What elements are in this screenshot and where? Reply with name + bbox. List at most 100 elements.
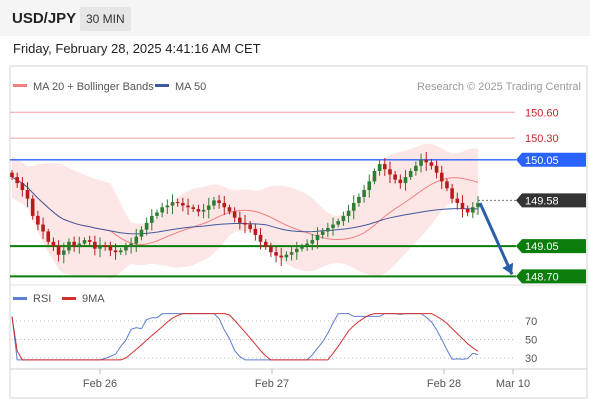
candle-body xyxy=(289,252,294,255)
candle-body xyxy=(67,241,71,251)
candle-body xyxy=(351,202,356,211)
candle-body xyxy=(118,250,123,253)
price-levels: 150.60 150.30 150.05 149.58 149.05 148.70 xyxy=(10,107,586,284)
candle-body xyxy=(46,231,51,242)
ma50-legend-label: MA 50 xyxy=(175,81,206,93)
ma20-legend-label: MA 20 + Bollinger Bands xyxy=(33,81,154,93)
timeframe-badge[interactable]: 30 MIN xyxy=(80,7,131,31)
x-axis-label-1: Feb 27 xyxy=(255,378,289,390)
candle-body xyxy=(269,247,273,253)
candle-body xyxy=(300,246,304,249)
candle-body xyxy=(476,202,480,208)
candle-body xyxy=(279,255,284,258)
ma50-legend-swatch xyxy=(155,84,169,87)
candle-body xyxy=(41,224,45,232)
candle-body xyxy=(414,165,418,171)
candle-body xyxy=(445,181,449,189)
x-axis-label-3: Mar 10 xyxy=(496,378,530,390)
forecast-arrow-head xyxy=(502,262,514,275)
candle-body xyxy=(201,209,206,212)
level-label-150-60: 150.60 xyxy=(525,107,559,119)
candle-body xyxy=(51,241,56,247)
level-label-150-05: 150.05 xyxy=(525,155,559,167)
candle-body xyxy=(30,198,35,216)
level-label-148-70: 148.70 xyxy=(525,271,559,283)
candle-body xyxy=(471,207,475,213)
candle-body xyxy=(320,231,325,235)
candle-body xyxy=(460,202,465,209)
level-label-149-58: 149.58 xyxy=(525,195,559,207)
bollinger-band xyxy=(12,143,478,279)
support-tag-149-05 xyxy=(516,239,586,254)
chart-datetime: Friday, February 28, 2025 4:41:16 AM CET xyxy=(13,41,261,56)
candle-body xyxy=(284,254,289,258)
rsi-tick-50: 50 xyxy=(525,335,537,347)
candle-body xyxy=(326,228,330,232)
candle-body xyxy=(113,250,118,253)
candle-body xyxy=(434,165,439,173)
candle-body xyxy=(419,159,423,166)
rsi-legend-label: RSI xyxy=(33,293,51,305)
candle-body xyxy=(160,207,164,213)
candle-body xyxy=(465,209,470,213)
candle-body xyxy=(263,241,268,247)
rsi-ma-line xyxy=(11,313,479,361)
level-label-150-30: 150.30 xyxy=(525,133,559,145)
candle-body xyxy=(144,222,149,230)
candle-body xyxy=(170,202,175,206)
candlesticks xyxy=(10,152,480,266)
candle-body xyxy=(56,246,61,255)
current-price-tag xyxy=(516,193,586,208)
candle-body xyxy=(274,252,278,256)
candle-body xyxy=(408,171,413,178)
candle-body xyxy=(367,181,372,190)
candle-body xyxy=(72,241,76,247)
candle-body xyxy=(393,174,397,180)
ma20-legend-swatch xyxy=(13,84,27,87)
pivot-tag-150-05 xyxy=(516,152,586,167)
candle-body xyxy=(196,209,201,212)
candle-body xyxy=(336,221,340,225)
candle-body xyxy=(377,164,382,171)
candle-body xyxy=(455,198,460,203)
candle-body xyxy=(25,190,30,199)
support-tag-148-70 xyxy=(516,269,586,284)
candle-body xyxy=(331,224,335,228)
x-axis-label-0: Feb 26 xyxy=(83,378,117,390)
forecast-arrow-shaft xyxy=(478,202,514,275)
candle-body xyxy=(372,171,377,182)
candle-body xyxy=(155,212,159,216)
candle-body xyxy=(10,172,14,178)
candle-body xyxy=(82,240,87,244)
candle-body xyxy=(175,202,180,204)
chart-header: USD/JPY 30 MIN xyxy=(0,0,590,36)
candle-body xyxy=(20,183,25,190)
level-label-149-05: 149.05 xyxy=(525,241,559,253)
candle-body xyxy=(98,245,102,249)
candle-body xyxy=(36,215,40,225)
candle-body xyxy=(424,159,429,163)
candle-body xyxy=(305,243,309,247)
candle-body xyxy=(165,205,170,208)
candle-body xyxy=(310,240,315,244)
candle-body xyxy=(150,215,154,223)
candle-body xyxy=(139,229,144,237)
chart-frame xyxy=(9,65,588,399)
rsi-tick-70: 70 xyxy=(525,316,537,328)
chart-legend: MA 20 + Bollinger Bands MA 50 Research © 2… xyxy=(13,81,581,93)
candle-body xyxy=(346,210,351,216)
candle-body xyxy=(248,224,252,229)
candle-body xyxy=(238,217,242,223)
rsi-legend: RSI 9MA xyxy=(13,293,105,305)
candle-body xyxy=(357,196,361,203)
candle-body xyxy=(186,205,190,208)
candle-body xyxy=(124,247,128,251)
candle-body xyxy=(206,205,211,210)
candle-body xyxy=(191,207,196,209)
candle-body xyxy=(398,179,403,184)
candle-body xyxy=(383,164,387,170)
candle-body xyxy=(362,190,366,197)
candle-body xyxy=(388,169,392,175)
candle-body xyxy=(93,241,97,249)
candle-body xyxy=(217,200,221,203)
